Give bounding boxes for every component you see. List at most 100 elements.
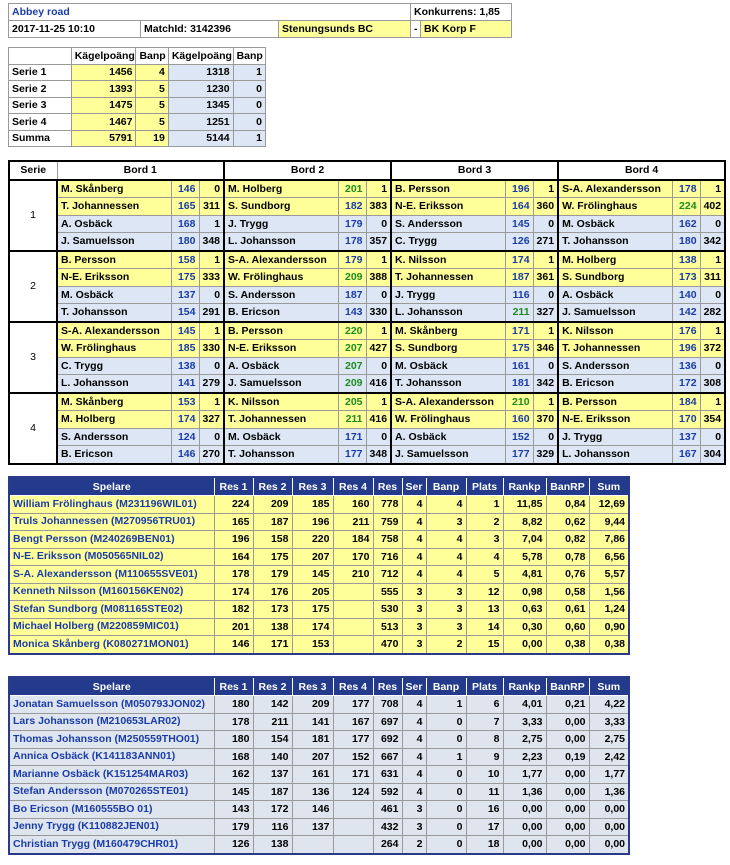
cell: 19: [135, 129, 169, 147]
player-name: Lars Johansson (M210653LAR02): [8, 712, 215, 731]
score: 171: [504, 320, 534, 340]
cell: 0,61: [545, 600, 590, 619]
bord-row: T. Johansson 154 291 B. Ericson 143 330 L. Joh…: [9, 303, 726, 322]
cell: 0,00: [502, 817, 547, 836]
cell: 778: [372, 495, 403, 514]
score: 175: [504, 339, 534, 358]
cell: 461: [372, 800, 403, 819]
cell: 5,78: [502, 547, 547, 566]
player-row: Marianne Osbäck (K151254MAR03) 162 137 161 1…: [8, 765, 630, 784]
column-header: Res 3: [291, 676, 334, 696]
cell: 0,00: [545, 730, 590, 749]
player-name: Annica Osbäck (K141183ANN01): [8, 747, 215, 766]
score: 224: [671, 197, 701, 216]
cell: 4: [135, 63, 169, 81]
score: 143: [337, 303, 367, 322]
cell: 555: [372, 582, 403, 601]
cell: 145: [213, 782, 254, 801]
serie-label: 2: [8, 249, 58, 322]
cell: 0,00: [545, 835, 590, 854]
cell: [332, 617, 374, 636]
cell: 174: [291, 617, 334, 636]
player-name: A. Osbäck: [223, 356, 339, 375]
separator: -: [410, 20, 422, 38]
cell: 153: [291, 635, 334, 654]
cell: 0: [425, 800, 467, 819]
cell: 0: [232, 96, 267, 114]
player-name: A. Osbäck: [390, 427, 506, 446]
cell: 1: [232, 129, 267, 147]
cell: 513: [372, 617, 403, 636]
cell: 196: [291, 512, 334, 531]
cell: 137: [291, 817, 334, 836]
header-row: Serie Bord 1 Bord 2 Bord 3 Bord 4: [8, 160, 726, 181]
player-name: K. Nilsson: [390, 249, 506, 269]
column-header: Ser: [401, 476, 427, 496]
result: 0: [198, 179, 225, 198]
result: 0: [532, 356, 559, 375]
player-row: Annica Osbäck (K141183ANN01) 168 140 207 152…: [8, 747, 630, 766]
player-name: T. Johansson: [390, 374, 506, 393]
cell: 4: [401, 565, 427, 584]
cell: 1: [232, 63, 267, 81]
cell: 1318: [167, 63, 234, 81]
summary-row: Serie 3 1475 5 1345 0: [8, 96, 267, 114]
result: 370: [532, 410, 559, 429]
cell: 0: [232, 113, 267, 131]
cell: 182: [213, 600, 254, 619]
result: 0: [365, 427, 392, 446]
player-name: B. Ericson: [557, 374, 673, 393]
cell: 174: [213, 582, 254, 601]
cell: 179: [213, 817, 254, 836]
cell: 196: [213, 530, 254, 549]
bord-row: 4 M. Skånberg 153 1 K. Nilsson 205 1 S-A. Alexa…: [8, 391, 726, 464]
player-table: Spelare Res 1 Res 2 Res 3 Res 4 Res Ser Banp Pla…: [8, 676, 630, 855]
player-name: T. Johannessen: [390, 268, 506, 287]
cell: 176: [252, 582, 293, 601]
cell: 3,33: [502, 712, 547, 731]
cell: 1,24: [588, 600, 630, 619]
result: 1: [365, 320, 392, 340]
cell: 0,00: [588, 800, 630, 819]
cell: 0: [425, 835, 467, 854]
score: 211: [337, 410, 367, 429]
match-id: MatchId: 3142396: [140, 20, 279, 38]
cell: 180: [213, 730, 254, 749]
player-name: S. Sundborg: [390, 339, 506, 358]
cell: 2,75: [502, 730, 547, 749]
result: 0: [699, 427, 726, 446]
score: 201: [337, 179, 367, 198]
bord-table: Serie Bord 1 Bord 2 Bord 3 Bord 4 1 M. Skånber…: [8, 160, 727, 465]
summary-table: Kägelpoäng Banp Kägelpoäng Banp Serie 1 1456 4…: [8, 47, 267, 147]
cell: 5791: [70, 129, 137, 147]
column-header: Sum: [588, 676, 630, 696]
result: 330: [365, 303, 392, 322]
cell: 12,69: [588, 495, 630, 514]
cell: 716: [372, 547, 403, 566]
cell: 432: [372, 817, 403, 836]
result: 1: [198, 249, 225, 269]
result: 1: [365, 179, 392, 198]
player-name: Stefan Andersson (M070265STE01): [8, 782, 215, 801]
column-header: Ser: [401, 676, 427, 696]
player-name: J. Samuelsson: [390, 445, 506, 464]
cell: 4: [401, 765, 427, 784]
player-name: S-A. Alexandersson: [56, 320, 172, 340]
score: 175: [170, 268, 200, 287]
cell: 0,00: [502, 800, 547, 819]
player-row: Bengt Persson (M240269BEN01) 196 158 220 184…: [8, 530, 630, 549]
player-name: B. Persson: [557, 391, 673, 411]
result: 0: [198, 356, 225, 375]
score: 181: [504, 374, 534, 393]
score: 180: [671, 232, 701, 251]
player-name: Stefan Sundborg (M081165STE02): [8, 600, 215, 619]
result: 427: [365, 339, 392, 358]
cell: 209: [291, 695, 334, 714]
player-name: B. Ericson: [223, 303, 339, 322]
competition: Konkurrens: 1,85: [410, 3, 513, 21]
cell: 145: [291, 565, 334, 584]
player-name: L. Johansson: [557, 445, 673, 464]
cell: 2,75: [588, 730, 630, 749]
score: 177: [504, 445, 534, 464]
cell: 1230: [167, 80, 234, 98]
